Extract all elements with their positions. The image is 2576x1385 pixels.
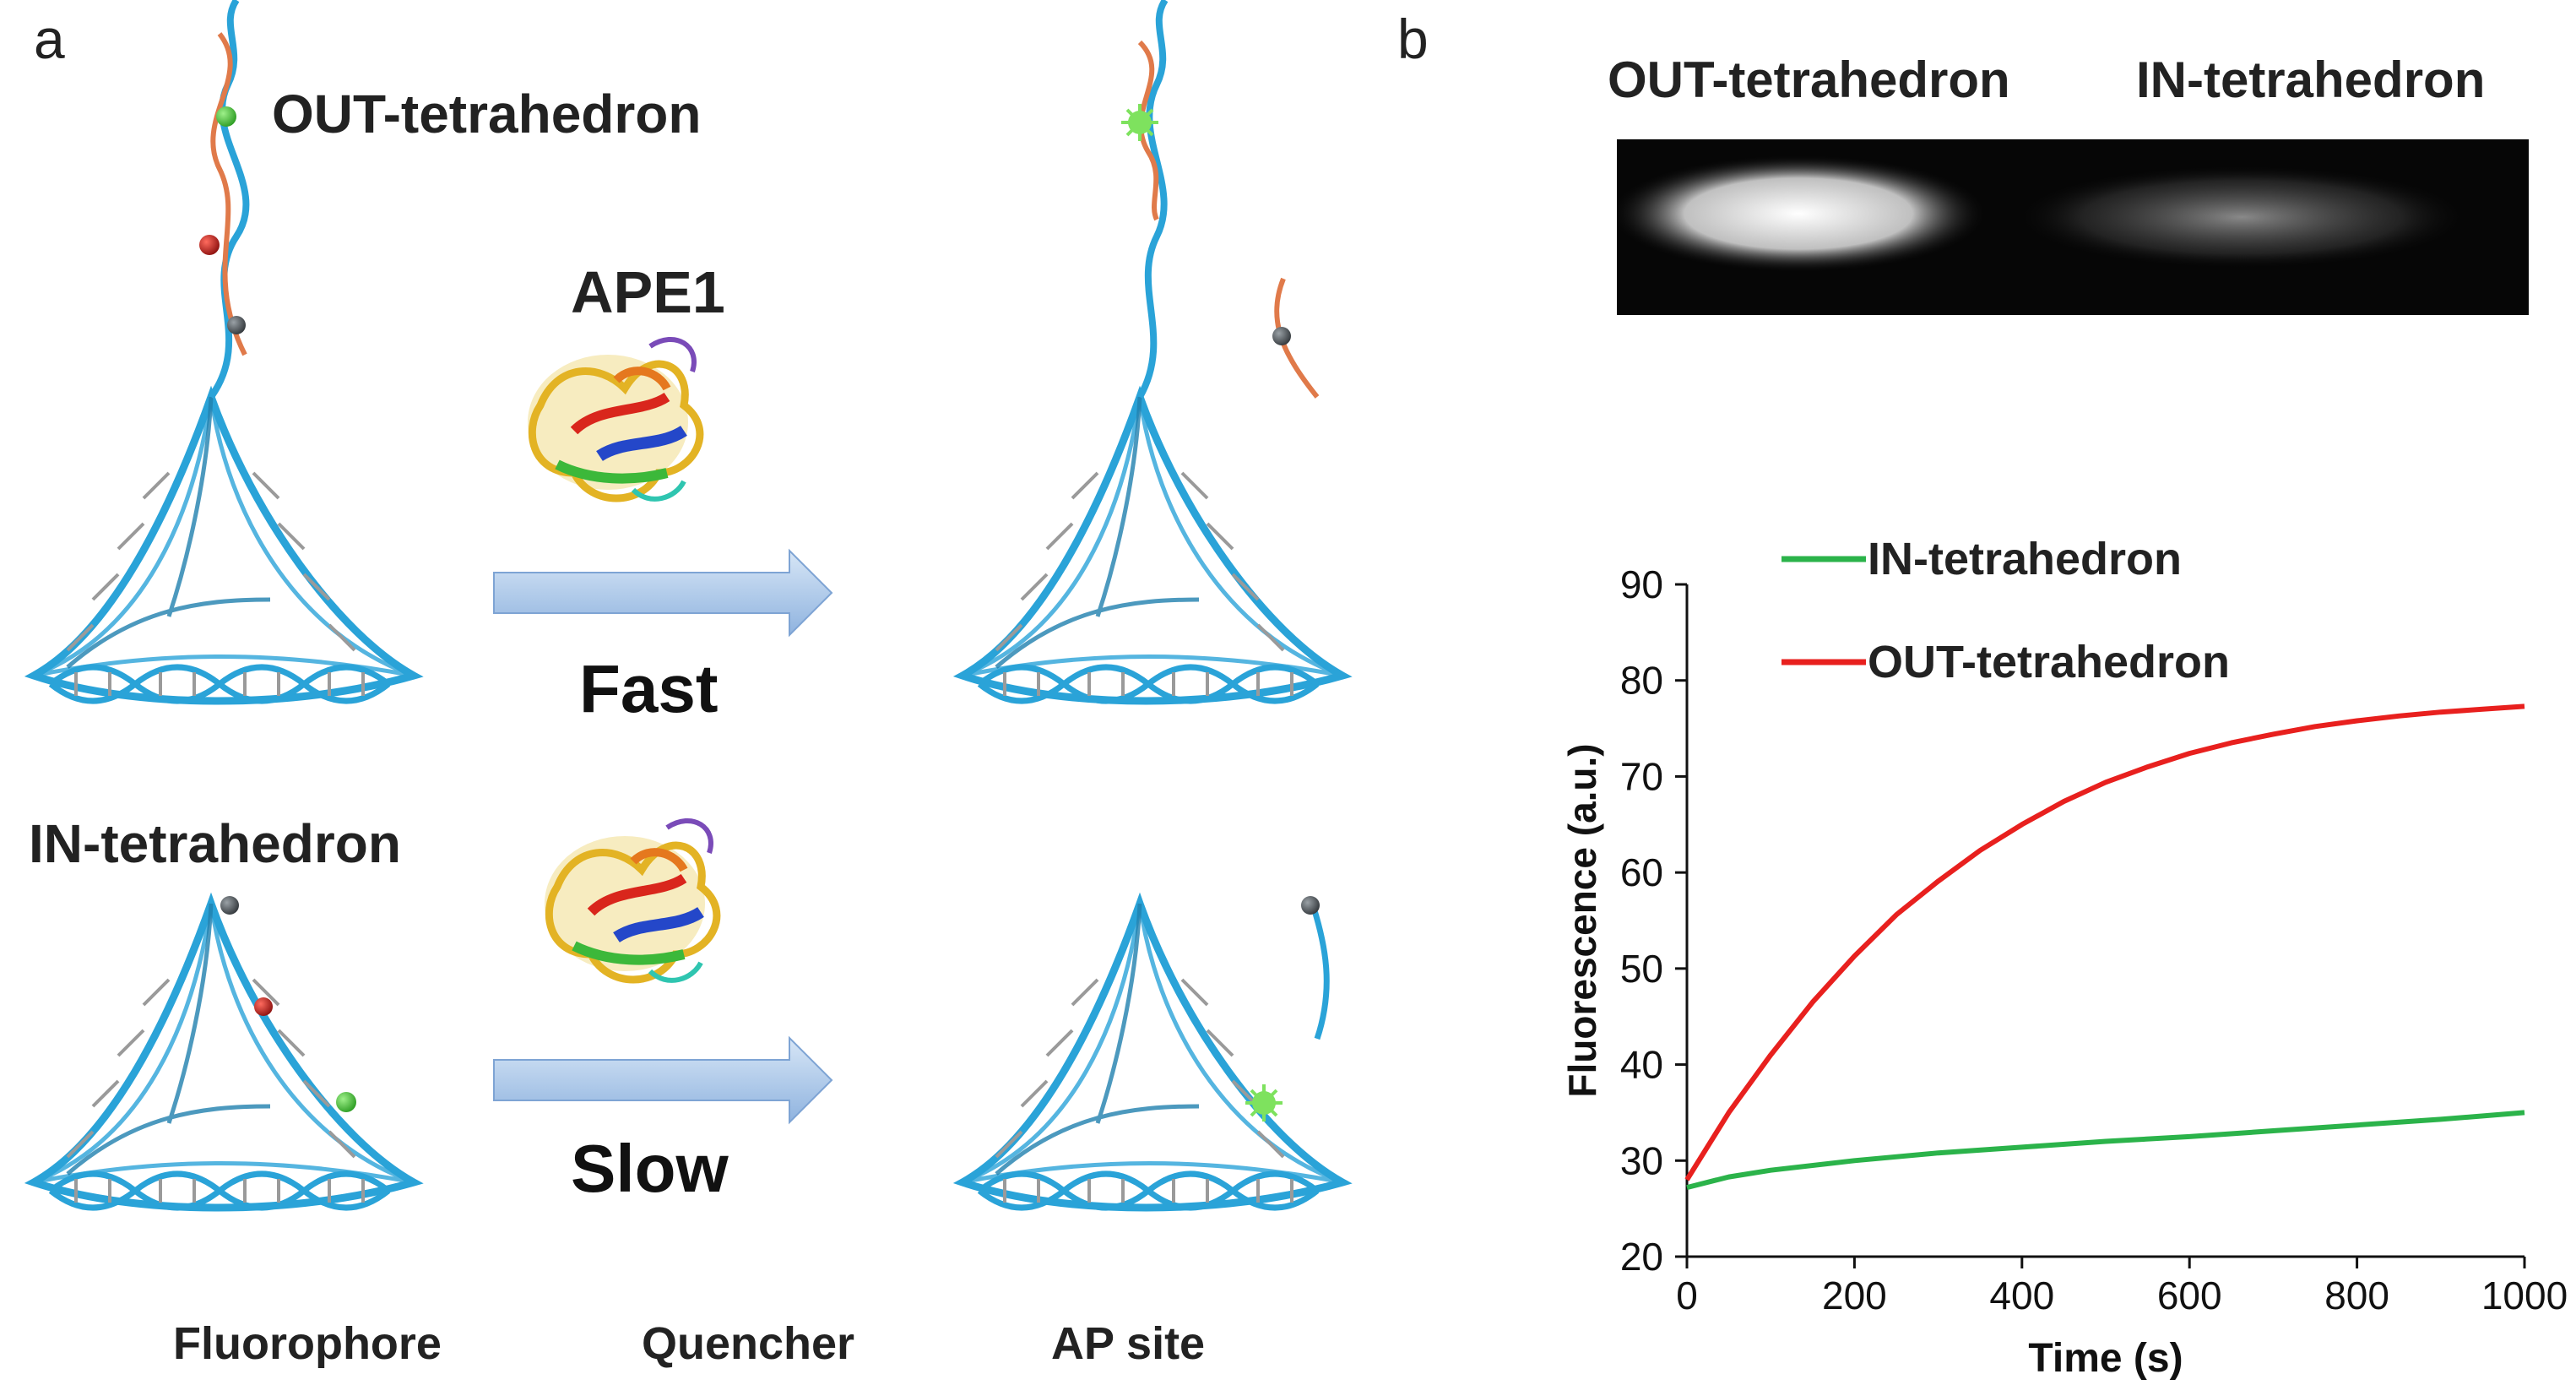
x-tick-label: 600 — [2157, 1274, 2222, 1317]
y-tick-label: 80 — [1620, 659, 1663, 703]
out-probe-dna-before — [208, 0, 250, 399]
out-band — [1608, 155, 1988, 273]
out-probe-strand-before — [210, 32, 247, 356]
gel-label-out: OUT-tetrahedron — [1608, 52, 2010, 108]
y-tick-label: 50 — [1620, 947, 1663, 991]
fluorophore-marker — [216, 106, 236, 127]
y-tick-label: 90 — [1620, 562, 1663, 606]
fluorophore-marker-in — [336, 1092, 356, 1112]
slow-arrow — [493, 1035, 833, 1125]
ap-site-marker — [199, 235, 220, 255]
slow-label: Slow — [571, 1131, 729, 1206]
chart-axes: 20 30 40 50 60 70 80 90 0 200 400 600 800 1000 Time (s… — [1560, 562, 2568, 1381]
y-tick-label: 20 — [1620, 1235, 1663, 1279]
legend-label: OUT-tetrahedron — [1868, 637, 2230, 687]
quencher-marker — [227, 316, 246, 334]
panel-a-letter: a — [34, 8, 65, 70]
y-tick-label: 60 — [1620, 850, 1663, 894]
x-tick-label: 400 — [1989, 1274, 2054, 1317]
enzyme-label: APE1 — [571, 259, 725, 325]
in-band — [2014, 165, 2470, 269]
panel-a-illustration — [0, 0, 1402, 1317]
x-tick-label: 0 — [1676, 1274, 1698, 1317]
legend-label: IN-tetrahedron — [1868, 534, 2182, 584]
out-tetrahedron-before — [34, 397, 414, 701]
out-tetrahedron-label: OUT-tetrahedron — [272, 84, 702, 144]
quencher-marker-in — [220, 896, 239, 915]
series-line-in-tetrahedron — [1686, 1110, 2525, 1191]
ape1-protein-bottom — [545, 821, 717, 980]
ap-site-legend-label: AP site — [1051, 1318, 1206, 1369]
x-axis-label: Time (s) — [2028, 1336, 2183, 1381]
fluorophore-glow-bottom — [1245, 1084, 1283, 1122]
y-tick-label: 40 — [1620, 1043, 1663, 1087]
y-tick-label: 70 — [1620, 754, 1663, 798]
y-axis-label: Fluorescence (a.u.) — [1560, 743, 1604, 1097]
fluorescence-chart: 20 30 40 50 60 70 80 90 0 200 400 600 800 1000 Time (s… — [1560, 534, 2568, 1381]
released-fragment-bottom — [1310, 906, 1330, 1040]
in-tetrahedron-label: IN-tetrahedron — [29, 813, 401, 874]
gel-label-in: IN-tetrahedron — [2136, 52, 2486, 108]
panel-b-letter: b — [1397, 8, 1429, 70]
y-tick-label: 30 — [1620, 1138, 1663, 1182]
fluorophore-glow-top — [1121, 104, 1158, 141]
gel-image — [1608, 139, 2529, 315]
x-tick-label: 1000 — [2481, 1274, 2568, 1317]
series-line-out-tetrahedron — [1684, 703, 2525, 1181]
gel-bands — [1608, 155, 2470, 273]
ap-site-marker-in — [254, 997, 273, 1016]
quencher-legend-label: Quencher — [642, 1318, 855, 1369]
x-tick-label: 800 — [2324, 1274, 2389, 1317]
fast-label: Fast — [579, 651, 719, 726]
in-tetrahedron-before — [34, 904, 414, 1208]
chart-series — [1684, 703, 2525, 1191]
out-tetrahedron-after — [963, 397, 1342, 701]
x-tick-label: 200 — [1822, 1274, 1887, 1317]
fast-arrow — [493, 548, 833, 638]
ape1-protein-top — [528, 339, 700, 499]
in-tetrahedron-after — [963, 904, 1342, 1208]
fluorophore-legend-label: Fluorophore — [173, 1318, 442, 1369]
chart-legend: IN-tetrahedron OUT-tetrahedron — [1782, 534, 2230, 687]
